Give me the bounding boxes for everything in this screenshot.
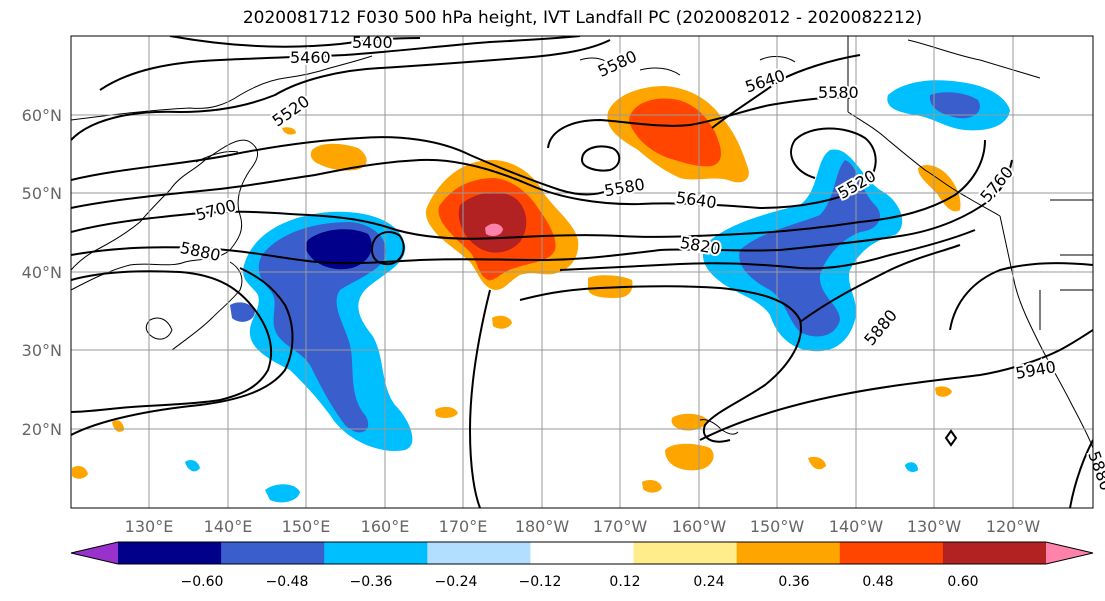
colorbar-outline — [70, 541, 1094, 565]
graticule — [71, 36, 1093, 508]
lon-label: 150°W — [750, 517, 805, 536]
contour-5580-low — [71, 136, 611, 196]
colorbar-swatch — [633, 542, 738, 564]
contour-label: 5880 — [1084, 448, 1105, 493]
neg-region-east-mid — [739, 160, 880, 337]
lon-label: 120°W — [986, 517, 1041, 536]
contour-label: 5400 — [352, 33, 393, 52]
colorbar-tick-labels: −0.60 −0.48 −0.36 −0.24 −0.12 0.12 0.24 … — [181, 574, 979, 590]
contour-5520 — [71, 39, 611, 141]
lon-label: 140°W — [829, 517, 884, 536]
contour-5880d — [799, 244, 961, 323]
colorbar-tick-label: −0.12 — [519, 574, 562, 590]
contour-label: 5640 — [675, 188, 718, 212]
colorbar — [70, 541, 1094, 565]
contour-5760 — [71, 159, 1013, 265]
colorbar-tick-label: 0.60 — [947, 574, 978, 590]
contour-5880b — [519, 285, 802, 443]
contour-5640 — [71, 127, 877, 210]
height-contours — [71, 36, 1093, 508]
colorbar-swatch — [118, 542, 222, 564]
lat-label: 60°N — [22, 106, 62, 125]
contour-label: 5700 — [194, 196, 238, 225]
contour-5880c — [468, 289, 491, 508]
colorbar-tick-label: −0.36 — [350, 574, 393, 590]
colorbar-swatch — [427, 542, 531, 564]
lon-label: 160°E — [361, 517, 410, 536]
contour-label: 5880 — [178, 238, 222, 265]
contour-5820 — [71, 270, 273, 413]
contour-5580-low2 — [547, 96, 851, 149]
colorbar-tick-label: −0.48 — [266, 574, 309, 590]
lon-label: 160°W — [672, 517, 727, 536]
contour-5700 — [71, 139, 986, 240]
contour-label: 5460 — [290, 48, 331, 67]
lat-label: 40°N — [22, 263, 62, 282]
colorbar-swatch — [324, 542, 428, 564]
contour-label: 5580 — [595, 46, 640, 80]
latitude-labels: 60°N 50°N 40°N 30°N 20°N — [22, 106, 62, 439]
contour-5940b — [949, 262, 1093, 331]
lat-label: 30°N — [22, 341, 62, 360]
map-frame — [70, 35, 1094, 509]
colorbar-tick-label: 0.36 — [778, 574, 809, 590]
colorbar-extend-min — [71, 542, 118, 564]
contour-5880 — [71, 267, 294, 436]
contour-label: 5580 — [818, 83, 859, 102]
lon-label: 180°W — [515, 517, 570, 536]
contour-5820b — [559, 229, 976, 271]
colorbar-swatch — [942, 542, 1047, 564]
map-title: 2020081712 F030 500 hPa height, IVT Land… — [242, 8, 923, 28]
contour-label: 5760 — [976, 163, 1017, 206]
contour-5460 — [99, 36, 581, 91]
contour-5940 — [699, 329, 1093, 441]
colorbar-tick-label: 0.12 — [609, 574, 640, 590]
colorbar-tick-label: −0.24 — [435, 574, 478, 590]
lon-label: 170°W — [593, 517, 648, 536]
contour-5580-circle — [580, 145, 621, 172]
longitude-labels: 130°E 140°E 150°E 160°E 170°E 180°W 170°… — [125, 517, 1041, 536]
contour-label: 5940 — [1014, 357, 1057, 383]
colorbar-swatch — [736, 542, 841, 564]
coastlines — [71, 36, 1093, 449]
contour-label: 5640 — [743, 66, 788, 97]
colorbar-tick-label: 0.24 — [693, 574, 724, 590]
lon-label: 130°E — [125, 517, 174, 536]
colorbar-swatch — [221, 542, 325, 564]
contour-label: 5580 — [603, 175, 646, 201]
contour-5400 — [169, 36, 421, 48]
neg-region-west-core — [305, 229, 372, 270]
colorbar-tick-label: 0.48 — [862, 574, 893, 590]
colorbar-tick-label: −0.60 — [181, 574, 224, 590]
neg-region-west-mid — [258, 222, 386, 433]
lon-label: 150°E — [282, 517, 331, 536]
colorbar-swatch — [839, 542, 944, 564]
colorbar-swatch — [530, 542, 635, 564]
contour-label: 5880 — [860, 306, 901, 349]
colorbar-extend-max — [1046, 542, 1093, 564]
contour-5640b — [711, 54, 861, 129]
lat-label: 20°N — [22, 420, 62, 439]
lon-label: 140°E — [204, 517, 253, 536]
lon-label: 130°W — [907, 517, 962, 536]
lat-label: 50°N — [22, 184, 62, 203]
contour-5880e — [1069, 439, 1093, 508]
lon-label: 170°E — [439, 517, 488, 536]
